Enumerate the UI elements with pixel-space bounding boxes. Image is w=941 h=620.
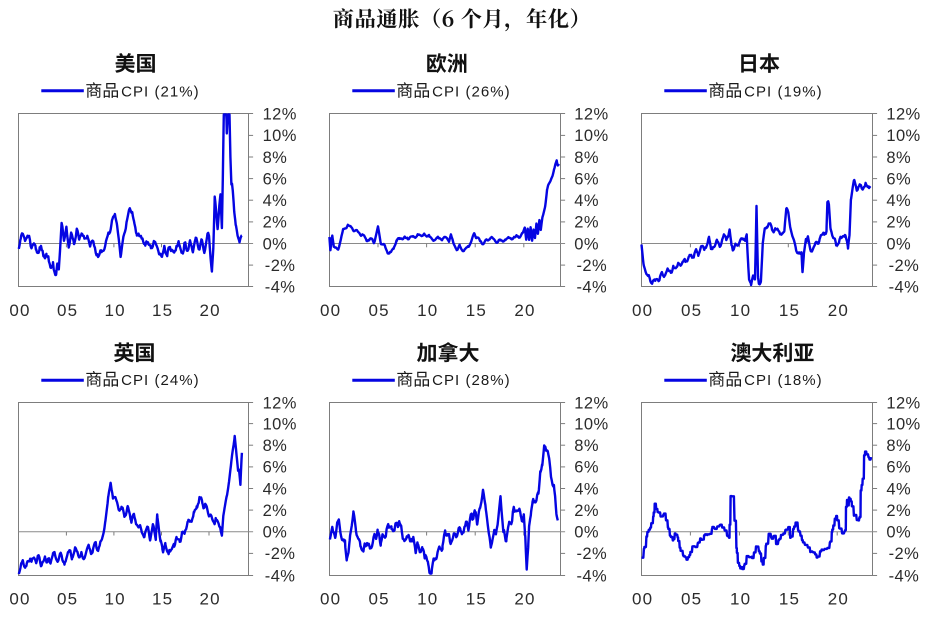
svg-text:10%: 10%: [886, 415, 920, 433]
svg-text:15: 15: [466, 301, 487, 320]
svg-text:8%: 8%: [263, 149, 288, 167]
svg-text:-4%: -4%: [889, 278, 920, 296]
svg-text:CPI (18%): CPI (18%): [744, 372, 823, 389]
svg-text:10: 10: [417, 590, 438, 609]
svg-text:6%: 6%: [886, 170, 911, 188]
svg-text:10%: 10%: [574, 127, 608, 145]
svg-text:4%: 4%: [886, 480, 911, 498]
svg-text:20: 20: [828, 301, 849, 320]
svg-text:8%: 8%: [886, 437, 911, 455]
svg-text:00: 00: [632, 590, 653, 609]
svg-text:12%: 12%: [574, 105, 608, 123]
svg-text:20: 20: [200, 301, 221, 320]
svg-text:-2%: -2%: [265, 257, 296, 275]
svg-text:6%: 6%: [574, 170, 599, 188]
svg-text:05: 05: [57, 590, 78, 609]
svg-text:10: 10: [730, 301, 751, 320]
svg-text:05: 05: [681, 590, 702, 609]
svg-text:4%: 4%: [886, 192, 911, 210]
svg-text:CPI (21%): CPI (21%): [121, 83, 200, 100]
svg-text:10: 10: [417, 301, 438, 320]
svg-text:0%: 0%: [886, 524, 911, 542]
svg-text:8%: 8%: [574, 437, 599, 455]
svg-text:0%: 0%: [886, 235, 911, 253]
svg-text:2%: 2%: [574, 502, 599, 520]
svg-text:2%: 2%: [574, 214, 599, 232]
svg-text:10: 10: [104, 590, 125, 609]
svg-text:05: 05: [681, 301, 702, 320]
svg-text:12%: 12%: [263, 394, 297, 412]
svg-text:-2%: -2%: [577, 257, 608, 275]
svg-text:10: 10: [104, 301, 125, 320]
svg-text:0%: 0%: [574, 524, 599, 542]
svg-text:12%: 12%: [886, 394, 920, 412]
svg-text:2%: 2%: [886, 214, 911, 232]
svg-text:4%: 4%: [263, 192, 288, 210]
svg-text:6%: 6%: [263, 170, 288, 188]
svg-text:-2%: -2%: [265, 545, 296, 563]
svg-text:20: 20: [200, 590, 221, 609]
svg-text:8%: 8%: [263, 437, 288, 455]
svg-text:-4%: -4%: [265, 567, 296, 585]
svg-text:10: 10: [730, 590, 751, 609]
svg-text:CPI (28%): CPI (28%): [432, 372, 511, 389]
svg-text:00: 00: [320, 301, 341, 320]
svg-text:12%: 12%: [886, 105, 920, 123]
svg-text:6%: 6%: [574, 459, 599, 477]
svg-text:-4%: -4%: [577, 278, 608, 296]
svg-text:-4%: -4%: [889, 567, 920, 585]
svg-text:2%: 2%: [263, 214, 288, 232]
svg-text:2%: 2%: [263, 502, 288, 520]
svg-text:20: 20: [514, 301, 535, 320]
svg-text:0%: 0%: [263, 524, 288, 542]
svg-text:CPI (24%): CPI (24%): [121, 372, 200, 389]
svg-text:10%: 10%: [263, 127, 297, 145]
svg-text:-2%: -2%: [577, 545, 608, 563]
svg-text:20: 20: [514, 590, 535, 609]
svg-text:20: 20: [828, 590, 849, 609]
svg-text:-4%: -4%: [265, 278, 296, 296]
svg-text:00: 00: [632, 301, 653, 320]
svg-text:0%: 0%: [574, 235, 599, 253]
svg-text:12%: 12%: [263, 105, 297, 123]
svg-text:15: 15: [779, 590, 800, 609]
svg-text:12%: 12%: [574, 394, 608, 412]
svg-text:10%: 10%: [263, 415, 297, 433]
svg-text:8%: 8%: [886, 149, 911, 167]
svg-text:0%: 0%: [263, 235, 288, 253]
svg-text:-2%: -2%: [889, 257, 920, 275]
svg-text:15: 15: [152, 301, 173, 320]
svg-text:-2%: -2%: [889, 545, 920, 563]
svg-text:05: 05: [57, 301, 78, 320]
svg-text:00: 00: [9, 301, 30, 320]
svg-text:15: 15: [466, 590, 487, 609]
svg-text:4%: 4%: [574, 480, 599, 498]
svg-text:00: 00: [320, 590, 341, 609]
svg-text:6%: 6%: [886, 459, 911, 477]
svg-text:CPI (26%): CPI (26%): [432, 83, 511, 100]
svg-text:CPI (19%): CPI (19%): [744, 83, 823, 100]
svg-text:-4%: -4%: [577, 567, 608, 585]
svg-text:10%: 10%: [886, 127, 920, 145]
svg-text:15: 15: [152, 590, 173, 609]
svg-text:4%: 4%: [263, 480, 288, 498]
svg-text:05: 05: [369, 590, 390, 609]
svg-text:8%: 8%: [574, 149, 599, 167]
svg-text:05: 05: [369, 301, 390, 320]
svg-text:00: 00: [9, 590, 30, 609]
svg-text:6%: 6%: [263, 459, 288, 477]
svg-text:10%: 10%: [574, 415, 608, 433]
svg-text:4%: 4%: [574, 192, 599, 210]
svg-text:2%: 2%: [886, 502, 911, 520]
svg-text:15: 15: [779, 301, 800, 320]
